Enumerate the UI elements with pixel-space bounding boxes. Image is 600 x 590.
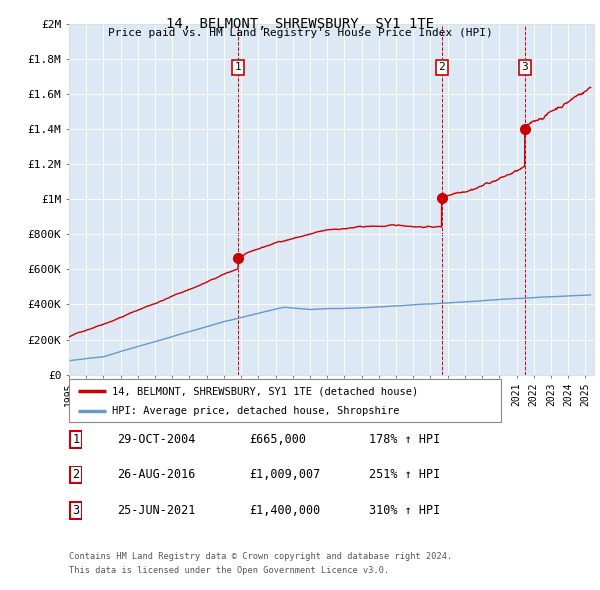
Text: This data is licensed under the Open Government Licence v3.0.: This data is licensed under the Open Gov… — [69, 566, 389, 575]
Text: Contains HM Land Registry data © Crown copyright and database right 2024.: Contains HM Land Registry data © Crown c… — [69, 552, 452, 560]
Text: 3: 3 — [521, 63, 528, 73]
Text: 1: 1 — [235, 63, 242, 73]
Text: 25-JUN-2021: 25-JUN-2021 — [117, 504, 196, 517]
Text: 1: 1 — [72, 433, 79, 446]
Text: 251% ↑ HPI: 251% ↑ HPI — [369, 468, 440, 481]
Text: 178% ↑ HPI: 178% ↑ HPI — [369, 433, 440, 446]
Text: Price paid vs. HM Land Registry's House Price Index (HPI): Price paid vs. HM Land Registry's House … — [107, 28, 493, 38]
Text: 2: 2 — [438, 63, 445, 73]
Text: 29-OCT-2004: 29-OCT-2004 — [117, 433, 196, 446]
Text: £1,400,000: £1,400,000 — [249, 504, 320, 517]
Text: 14, BELMONT, SHREWSBURY, SY1 1TE: 14, BELMONT, SHREWSBURY, SY1 1TE — [166, 17, 434, 31]
Text: 26-AUG-2016: 26-AUG-2016 — [117, 468, 196, 481]
Text: HPI: Average price, detached house, Shropshire: HPI: Average price, detached house, Shro… — [112, 407, 400, 416]
Text: £1,009,007: £1,009,007 — [249, 468, 320, 481]
Text: 3: 3 — [72, 504, 79, 517]
Text: £665,000: £665,000 — [249, 433, 306, 446]
Text: 310% ↑ HPI: 310% ↑ HPI — [369, 504, 440, 517]
Text: 2: 2 — [72, 468, 79, 481]
Text: 14, BELMONT, SHREWSBURY, SY1 1TE (detached house): 14, BELMONT, SHREWSBURY, SY1 1TE (detach… — [112, 386, 418, 396]
